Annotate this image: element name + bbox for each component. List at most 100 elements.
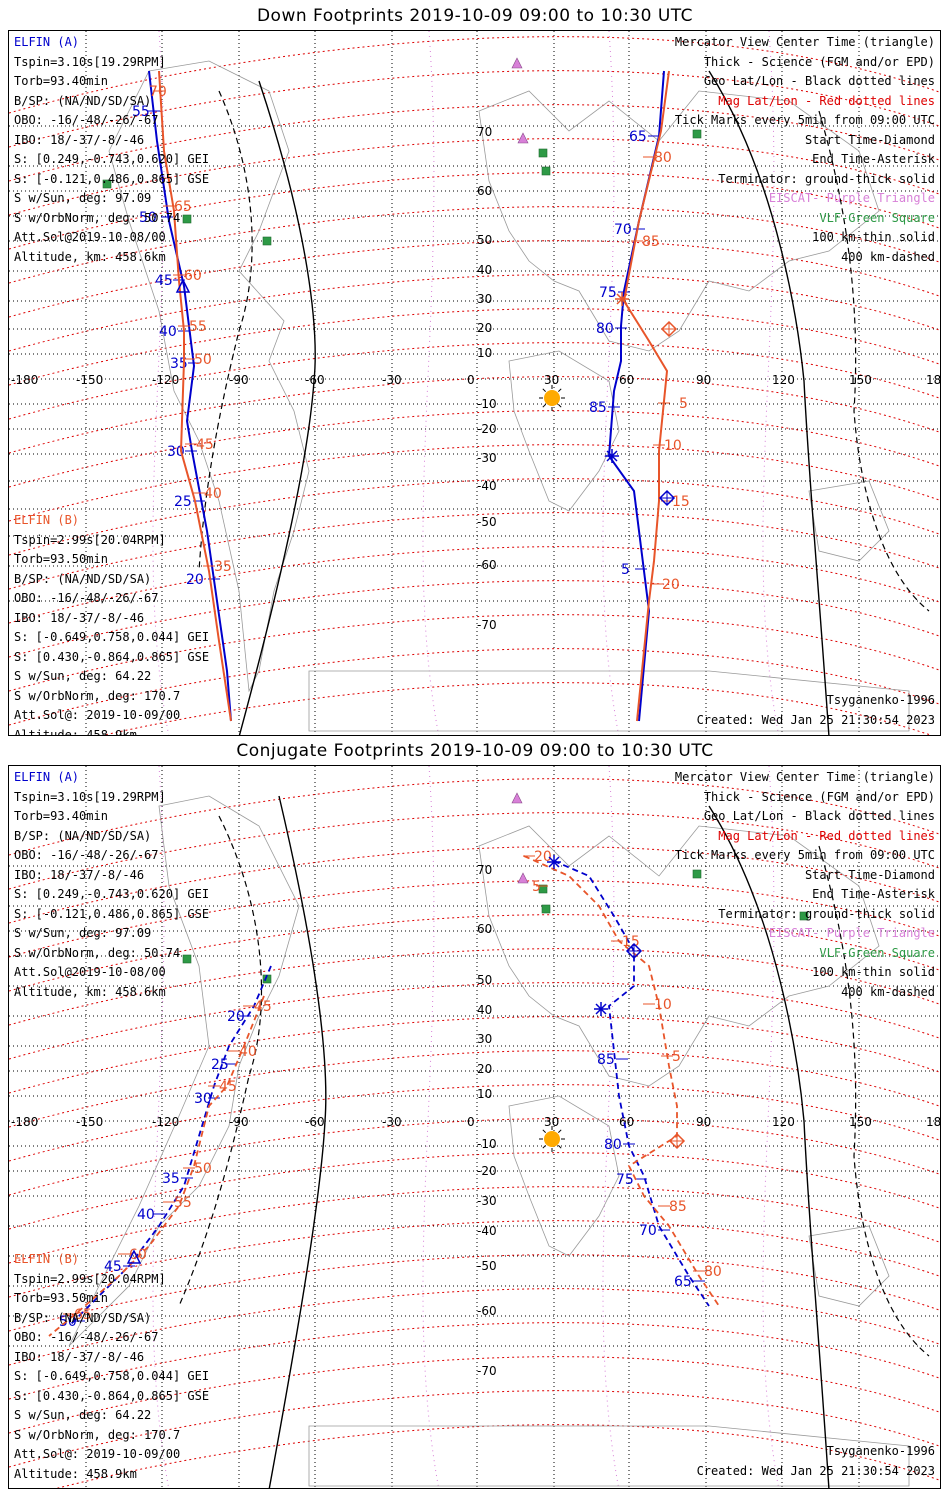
lon-label: 180 (926, 1115, 941, 1129)
tick-label: 5 (532, 879, 541, 895)
terminator (238, 80, 316, 735)
tick-label: 50 (59, 1314, 77, 1330)
mag-latitude (9, 512, 940, 590)
tick-label: 80 (654, 150, 672, 166)
elfin-a-bsp-conj: B/SP: (NA/ND/SD/SA) (14, 828, 152, 843)
tick-label: 35 (162, 1171, 180, 1187)
elfin-b-torb-conj: Torb=93.50min (14, 1291, 108, 1305)
bottom-panel-title: Conjugate Footprints 2019-10-09 09:00 to… (236, 741, 714, 761)
mag-latitude (9, 36, 940, 114)
tick-label: 20 (186, 572, 204, 588)
lon-label: 60 (619, 1115, 634, 1129)
elfin-a-alt-conj: Altitude, km: 458.6km (14, 984, 166, 999)
tick-label: 40 (137, 1207, 155, 1223)
lon-label: 150 (849, 1115, 872, 1129)
tick-label: 45 (104, 1259, 122, 1275)
tick-label: 40 (204, 486, 222, 502)
legend-end-conj: End Time-Asterisk (812, 887, 935, 901)
terminator (268, 795, 327, 1488)
legend-100km: 100 km-thin solid (812, 230, 935, 244)
legend-center-time: Mercator View Center Time (triangle) (674, 35, 935, 49)
vlf-square (182, 954, 192, 964)
lon-label: 120 (772, 1115, 795, 1129)
continent-outline (508, 350, 620, 512)
tick-label: 60 (184, 268, 202, 284)
legend-center-time-conj: Mercator View Center Time (triangle) (674, 770, 935, 784)
elfin-b-down-track (158, 70, 232, 722)
terminator (198, 90, 253, 572)
lat-label: -30 (477, 1194, 497, 1208)
lat-label: -20 (477, 1164, 497, 1178)
elfin-b-s-sun: S w/Sun, deg: 64.22 (14, 669, 152, 683)
tick-label: 45 (155, 273, 173, 289)
lon-label: 60 (619, 373, 634, 387)
mag-latitude (9, 1050, 940, 1128)
elfin-a-label: ELFIN (A) (14, 35, 80, 49)
vlf-square (541, 166, 551, 176)
continent-outline (808, 480, 890, 562)
elfin-a-down-track-east (607, 70, 665, 722)
elfin-a-s-sun: S w/Sun, deg: 97.09 (14, 191, 152, 205)
elfin-a-torb: Torb=93.40min (14, 74, 108, 88)
tick-label: 45 (254, 999, 272, 1015)
mag-latitude (9, 580, 940, 658)
tick-label: 20 (662, 577, 680, 593)
elfin-b-att-conj: Att.Sol@: 2019-10-09/00 (14, 1447, 181, 1461)
elfin-a-s-orb-conj: S w/OrbNorm, deg: 50.74 (14, 945, 181, 960)
lon-label: 180 (926, 373, 941, 387)
elfin-b-tspin: Tspin=2.99s[20.04RPM] (14, 532, 166, 547)
tick-label: 80 (596, 321, 614, 337)
tick-label: 35 (214, 559, 232, 575)
elfin-b-bsp-conj: B/SP: (NA/ND/SD/SA) (14, 1310, 152, 1325)
sun-ray (558, 404, 562, 408)
lon-label: 120 (772, 373, 795, 387)
elfin-a-label-conj: ELFIN (A) (14, 770, 80, 784)
mag-latitude (9, 778, 940, 856)
tick-label: 70 (639, 1223, 657, 1239)
mag-latitude (9, 982, 940, 1060)
tick-label: 5 (672, 1049, 681, 1065)
lat-label: 50 (477, 233, 492, 247)
tick-label: 55 (189, 319, 207, 335)
mag-meridian (602, 31, 620, 735)
down-footprints-map: -180 -150 -120 -90 -60 -30 0 30 60 90 120 150 180 70 6… (9, 31, 941, 735)
end-asterisk (606, 450, 618, 462)
mag-latitude (9, 1390, 940, 1468)
elfin-b-conj-track (48, 995, 265, 1337)
mag-latitude (9, 1186, 940, 1264)
tick-label: 50 (139, 210, 157, 226)
vlf-square (182, 214, 192, 224)
lon-label: -180 (11, 1115, 38, 1129)
tick-label: 45 (196, 437, 214, 453)
tick-label: 15 (672, 494, 690, 510)
elfin-b-s-orb-conj: S w/OrbNorm, deg: 170.7 (14, 1427, 181, 1442)
lat-label: 10 (477, 346, 492, 360)
elfin-a-obo: OBO: -16/-48/-26/-67 (14, 113, 159, 127)
continent-outline (808, 1225, 890, 1307)
tick-label: 40 (159, 324, 177, 340)
mag-latitude (9, 546, 940, 624)
elfin-b-s-sun-conj: S w/Sun, deg: 64.22 (14, 1408, 152, 1422)
sun-ray (558, 388, 562, 392)
continent-outline (478, 825, 880, 1087)
terminator (708, 70, 830, 735)
mag-latitude (9, 1118, 940, 1196)
terminator (818, 845, 930, 1357)
tick-label: 10 (664, 438, 682, 454)
terminator (708, 805, 830, 1488)
elfin-b-ibo-conj: IBO: 18/-37/-8/-46 (14, 1349, 145, 1364)
lon-label: 30 (544, 1115, 559, 1129)
lat-label: -70 (477, 618, 497, 632)
center-time-triangle (175, 278, 191, 293)
elfin-b-s-gei-conj: S: [-0.649,0.758,0.044] GEI (14, 1369, 210, 1383)
lat-label: 20 (477, 1062, 492, 1076)
mag-meridian (762, 31, 780, 735)
legend-start-conj: Start Time-Diamond (804, 867, 935, 882)
down-footprints-panel: -180 -150 -120 -90 -60 -30 0 30 60 90 120 150 180 70 6… (8, 30, 941, 736)
continent-outline (108, 60, 310, 693)
continent-outline (508, 1095, 620, 1257)
mag-latitude (102, 682, 932, 735)
elfin-a-att-conj: Att.Sol@2019-10-08/00 (14, 965, 166, 979)
elfin-a-torb-conj: Torb=93.40min (14, 809, 108, 823)
mag-latitude (9, 948, 940, 1026)
